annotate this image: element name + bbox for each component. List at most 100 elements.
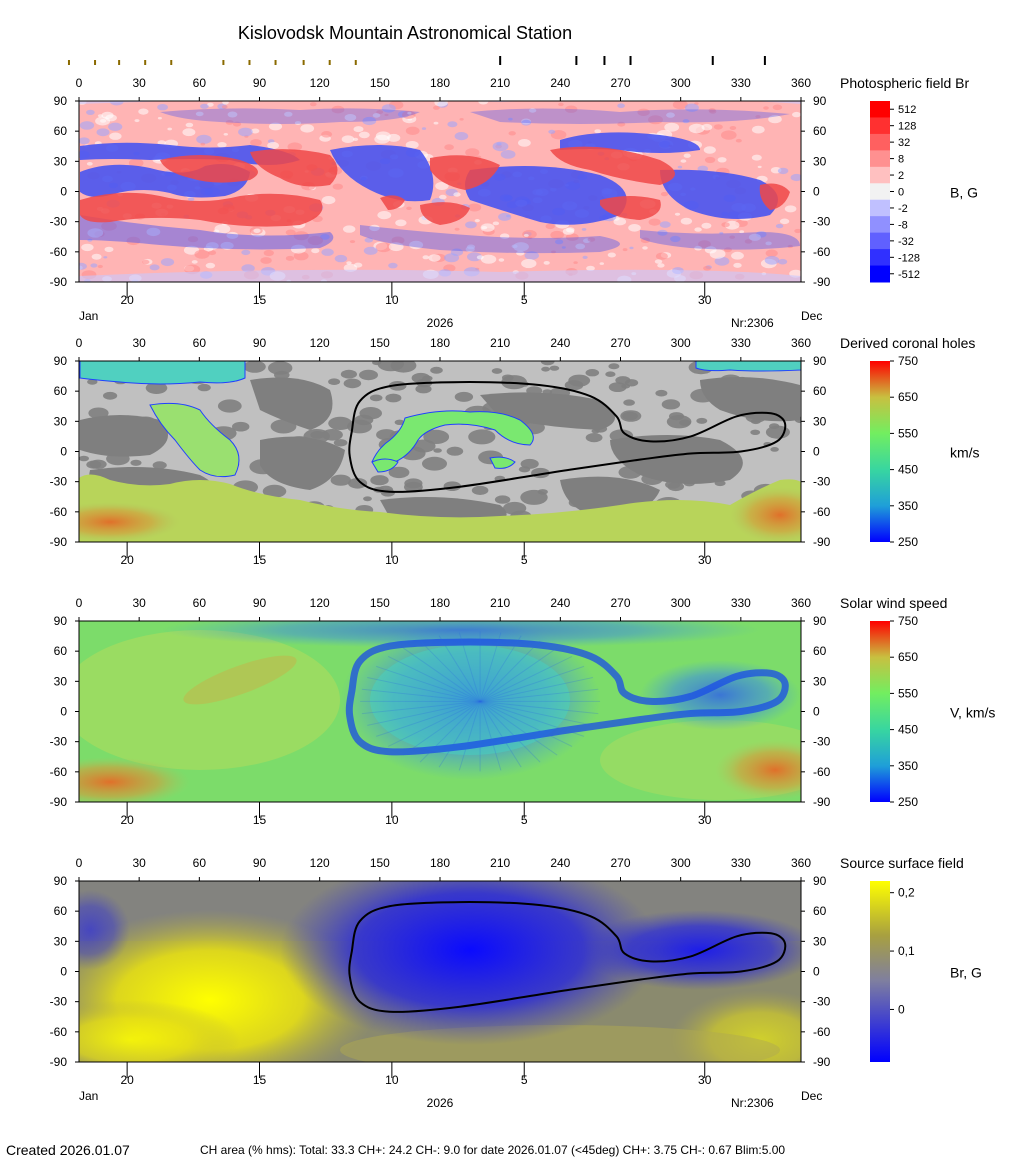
date-tick-label: 10 — [385, 293, 399, 307]
neutral-line — [348, 381, 787, 493]
field-speckle — [194, 249, 210, 259]
field-speckle — [694, 245, 702, 251]
field-speckle — [682, 119, 690, 124]
colorbar-tick-label: 650 — [898, 390, 918, 404]
date-tick-label: 5 — [521, 813, 528, 827]
field-speckle — [521, 258, 537, 269]
ch-speckle — [340, 369, 357, 379]
rotation-number: Nr:2306 — [731, 1096, 774, 1110]
field-speckle — [381, 104, 396, 113]
date-tick-label: 20 — [120, 553, 134, 567]
field-speckle — [566, 227, 575, 233]
ch-area-stats: CH area (% hms): Total: 33.3 CH+: 24.2 C… — [200, 1143, 786, 1157]
y-tick-label-right: 60 — [813, 644, 827, 658]
field-speckle — [374, 134, 390, 144]
field-speckle — [384, 113, 389, 117]
field-speckle — [447, 121, 458, 128]
field-speckle — [751, 154, 762, 161]
colorbar-tick-label: 650 — [898, 650, 918, 664]
field-speckle — [480, 223, 495, 232]
slow-wind-belt — [345, 638, 789, 756]
ch-speckle — [388, 466, 410, 479]
wind-ray — [479, 647, 558, 702]
y-tick-label-right: 60 — [813, 124, 827, 138]
year-label: 2026 — [427, 1096, 454, 1110]
field-speckle — [523, 233, 529, 237]
y-tick-label-right: 30 — [813, 674, 827, 688]
ch-speckle — [330, 474, 351, 486]
field-speckle — [406, 206, 412, 210]
colorbar-tick-label: 450 — [898, 463, 918, 477]
ch-speckle — [750, 418, 761, 425]
y-tick-label-left: 0 — [60, 445, 67, 459]
field-speckle — [748, 233, 761, 241]
field-speckle — [369, 224, 380, 232]
field-speckle — [642, 246, 648, 250]
x-tick-label: 90 — [253, 76, 267, 90]
field-speckle — [500, 150, 516, 159]
y-tick-label-left: 30 — [54, 414, 68, 428]
field-speckle — [321, 248, 334, 256]
field-speckle — [792, 111, 801, 118]
date-tick-label: 30 — [698, 1073, 712, 1087]
field-speckle — [267, 141, 279, 150]
field-speckle — [729, 126, 737, 130]
field-speckle — [96, 128, 110, 137]
field-speckle — [86, 162, 93, 166]
x-tick-label: 150 — [370, 596, 390, 610]
colorbar-tick-label: 550 — [898, 426, 918, 440]
field-speckle — [220, 241, 234, 250]
field-speckle — [518, 139, 531, 147]
ch-speckle — [130, 459, 142, 466]
ch-speckle — [404, 481, 423, 493]
ch-speckle — [750, 429, 761, 435]
field-speckle — [251, 128, 260, 134]
ch-speckle — [145, 382, 168, 394]
field-speckle — [551, 250, 556, 254]
ch-speckle — [608, 363, 620, 370]
ch-speckle — [623, 399, 635, 406]
colorbars: Photospheric field Br B, G 512 128 32 8 2 0 -2 -8… — [840, 75, 995, 1062]
field-speckle — [263, 249, 274, 257]
field-speckle — [109, 132, 122, 140]
date-tick-label: 5 — [521, 553, 528, 567]
wind-ray — [479, 701, 502, 771]
field-speckle — [188, 197, 195, 202]
colorbar: Source surface field Br, G 0,2 0,1 0 — [840, 855, 982, 1062]
y-tick-label-right: 0 — [813, 185, 820, 199]
field-speckle — [206, 102, 214, 107]
colorbar-cell — [870, 183, 890, 201]
wind-ray — [479, 701, 522, 768]
field-speckle — [79, 137, 90, 145]
top-date-markers — [67, 56, 766, 65]
field-speckle — [232, 121, 242, 127]
colorbar-tick-label: 32 — [898, 137, 910, 149]
ch-speckle — [103, 391, 118, 400]
ch-speckle — [390, 361, 417, 373]
x-tick-label: 270 — [610, 856, 630, 870]
ch-speckle — [385, 393, 402, 403]
field-speckle — [558, 102, 564, 107]
field-speckle — [575, 243, 586, 250]
field-speckle — [200, 142, 206, 146]
colorbar-cell — [870, 133, 890, 151]
field-speckle — [97, 264, 103, 269]
y-tick-label-left: -30 — [50, 995, 68, 1009]
ch-speckle — [89, 459, 107, 469]
y-tick-label-left: 60 — [54, 384, 68, 398]
ch-speckle — [422, 456, 447, 471]
x-tick-label: 150 — [370, 336, 390, 350]
field-speckle — [680, 217, 693, 225]
field-speckle — [617, 121, 626, 127]
wind-ray — [376, 665, 481, 702]
field-speckle — [187, 236, 199, 243]
field-speckle — [764, 255, 780, 265]
colorbar-cell — [870, 117, 890, 135]
field-speckle — [521, 119, 532, 126]
x-tick-label: 30 — [132, 856, 146, 870]
field-speckle — [787, 244, 793, 249]
field-speckle — [688, 123, 705, 134]
y-tick-label-right: -60 — [813, 765, 831, 779]
y-tick-label-right: 90 — [813, 354, 827, 368]
